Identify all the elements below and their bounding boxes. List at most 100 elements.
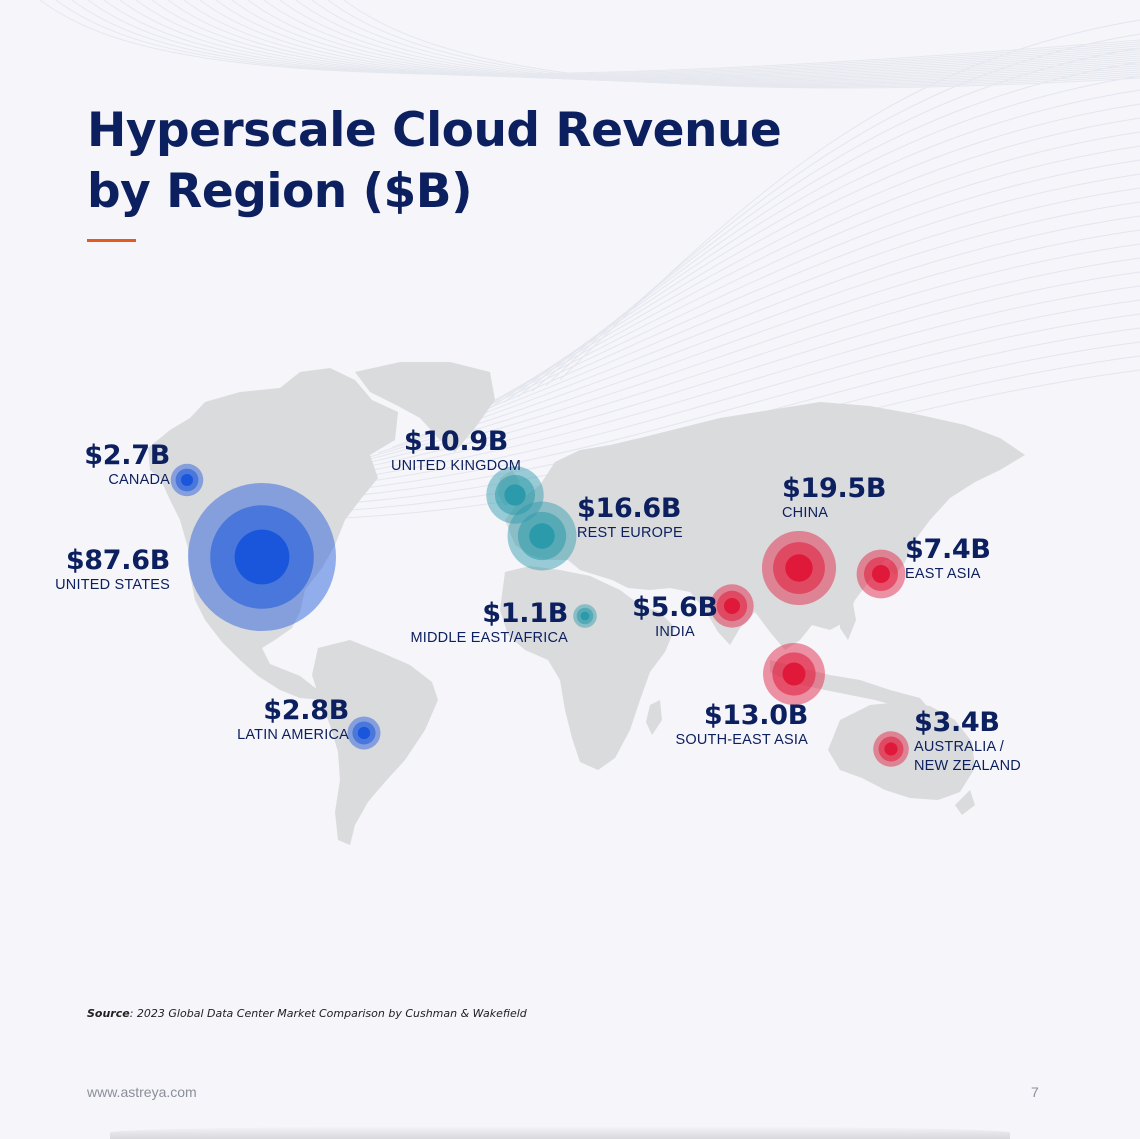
land-new-zealand bbox=[955, 790, 975, 815]
value-india: $5.6B bbox=[632, 592, 718, 623]
background-curve bbox=[71, 0, 1140, 76]
background-curve bbox=[103, 0, 1140, 77]
background-curve bbox=[39, 0, 1140, 75]
bubble-rest-europe bbox=[507, 501, 577, 571]
title-line-1: Hyperscale Cloud Revenue bbox=[87, 103, 782, 158]
background-curve bbox=[199, 0, 1140, 81]
name-middle-east-africa: MIDDLE EAST/AFRICA bbox=[410, 630, 568, 646]
background-curve bbox=[363, 215, 1140, 459]
footer-url: www.astreya.com bbox=[87, 1084, 197, 1100]
background-curve bbox=[405, 173, 1140, 443]
land-philippines bbox=[840, 598, 856, 640]
value-latin-america: $2.8B bbox=[263, 695, 349, 726]
page-title: Hyperscale Cloud Revenue by Region ($B) bbox=[87, 100, 782, 222]
background-curve bbox=[231, 0, 1140, 83]
background-curve bbox=[87, 0, 1140, 77]
bubble-middle-east-africa bbox=[573, 604, 597, 628]
bubble-south-east-asia bbox=[763, 643, 825, 705]
page-bottom-shadow bbox=[110, 1126, 1010, 1139]
bubble-ring-middle-east-africa bbox=[580, 611, 590, 621]
value-china: $19.5B bbox=[782, 473, 887, 504]
background-curve bbox=[119, 0, 1140, 78]
source-note: Source: 2023 Global Data Center Market C… bbox=[87, 1007, 527, 1020]
background-curve bbox=[247, 0, 1140, 84]
value-south-east-asia: $13.0B bbox=[703, 700, 808, 731]
background-curve bbox=[461, 117, 1140, 420]
label-united-states: $87.6B UNITED STATES bbox=[20, 546, 170, 595]
title-accent-underline bbox=[87, 239, 136, 242]
bubble-ring-rest-europe bbox=[529, 523, 555, 549]
land-south-america bbox=[312, 640, 438, 845]
background-curve bbox=[503, 75, 1140, 403]
label-canada: $2.7B CANADA bbox=[40, 441, 170, 490]
background-curve bbox=[263, 0, 1140, 85]
name-india: INDIA bbox=[655, 624, 695, 640]
land-eurasia bbox=[505, 402, 1025, 650]
background-curve bbox=[151, 0, 1140, 79]
background-curve bbox=[311, 0, 1140, 87]
title-line-2: by Region ($B) bbox=[87, 164, 473, 219]
value-australia-new-zealand: $3.4B bbox=[914, 707, 1000, 738]
bubble-ring-south-east-asia bbox=[782, 662, 806, 686]
label-latin-america: $2.8B LATIN AMERICA bbox=[200, 696, 349, 745]
background-curve bbox=[135, 0, 1140, 79]
bubble-united-states bbox=[188, 483, 336, 631]
background-curve bbox=[447, 131, 1140, 426]
land-japan bbox=[888, 510, 915, 575]
label-south-east-asia: $13.0B SOUTH-EAST ASIA bbox=[660, 700, 809, 750]
background-curve bbox=[489, 89, 1140, 409]
background-curve bbox=[433, 145, 1140, 431]
bubble-ring-india bbox=[723, 597, 741, 615]
name-rest-europe: REST EUROPE bbox=[577, 525, 683, 541]
background-curve bbox=[295, 0, 1140, 86]
label-east-asia: $7.4B EAST ASIA bbox=[905, 535, 1015, 584]
background-curve bbox=[167, 0, 1140, 80]
value-united-states: $87.6B bbox=[65, 545, 170, 576]
name-latin-america: LATIN AMERICA bbox=[237, 727, 349, 743]
label-india: $5.6B INDIA bbox=[630, 593, 720, 642]
name-south-east-asia: SOUTH-EAST ASIA bbox=[675, 732, 808, 748]
name-united-states: UNITED STATES bbox=[55, 577, 170, 593]
bubble-ring-canada bbox=[180, 473, 194, 487]
bubble-china bbox=[761, 530, 837, 606]
name-australia-line-1: AUSTRALIA / bbox=[914, 739, 1005, 755]
name-united-kingdom: UNITED KINGDOM bbox=[390, 458, 522, 474]
land-madagascar bbox=[646, 700, 662, 735]
bubble-ring-united-kingdom bbox=[504, 484, 526, 506]
background-curve bbox=[265, 313, 1140, 499]
label-rest-europe: $16.6B REST EUROPE bbox=[577, 494, 717, 543]
bubble-ring-east-asia bbox=[871, 564, 891, 584]
bubble-ring-latin-america bbox=[357, 726, 371, 740]
land-africa bbox=[500, 566, 675, 770]
bubble-ring-australia-new-zealand bbox=[884, 742, 898, 756]
background-curve bbox=[343, 0, 1140, 89]
background-curve bbox=[377, 201, 1140, 454]
background-curve bbox=[55, 0, 1140, 76]
label-united-kingdom: $10.9B UNITED KINGDOM bbox=[380, 427, 532, 476]
label-china: $19.5B CHINA bbox=[782, 474, 902, 523]
bubble-latin-america bbox=[347, 716, 381, 750]
bubble-ring-china bbox=[785, 554, 813, 582]
source-text: : 2023 Global Data Center Market Compari… bbox=[129, 1007, 527, 1020]
source-label: Source bbox=[87, 1007, 130, 1020]
bubble-united-kingdom bbox=[486, 466, 544, 524]
value-east-asia: $7.4B bbox=[905, 534, 991, 565]
land-greenland bbox=[355, 362, 495, 452]
region-bubbles bbox=[170, 463, 909, 767]
background-curve bbox=[279, 299, 1140, 493]
background-curve bbox=[475, 103, 1140, 415]
background-curve bbox=[327, 0, 1140, 88]
name-australia-line-2: NEW ZEALAND bbox=[914, 758, 1021, 774]
name-east-asia: EAST ASIA bbox=[905, 566, 981, 582]
bubble-ring-united-states bbox=[234, 529, 290, 585]
bubble-canada bbox=[170, 463, 204, 497]
bubble-india bbox=[710, 584, 754, 628]
bubble-east-asia bbox=[856, 549, 906, 599]
label-australia-new-zealand: $3.4B AUSTRALIA / NEW ZEALAND bbox=[914, 708, 1040, 776]
background-curve bbox=[279, 0, 1140, 85]
name-canada: CANADA bbox=[108, 472, 170, 488]
value-middle-east-africa: $1.1B bbox=[482, 598, 568, 629]
bubble-australia-new-zealand bbox=[873, 731, 909, 767]
background-curve bbox=[391, 187, 1140, 448]
